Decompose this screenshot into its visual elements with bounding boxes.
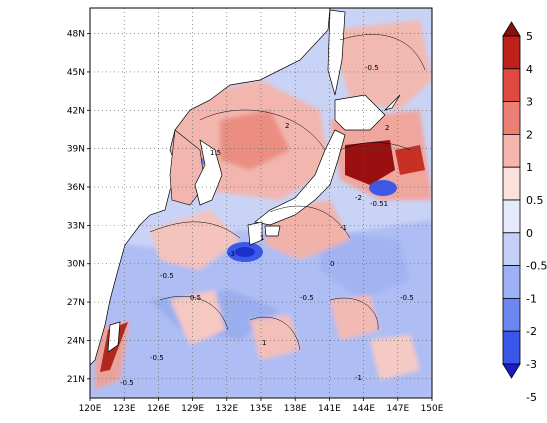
positive-anomaly-patch (250, 315, 300, 360)
contour-line (339, 34, 426, 71)
y-tick-label: 42N (67, 106, 85, 116)
strong-negative-eddy-core (235, 247, 255, 257)
contour-lines (149, 34, 426, 351)
colorbar-box (502, 133, 521, 168)
contour-line (339, 142, 411, 151)
contour-line (249, 316, 301, 351)
positive-anomaly-patch (170, 290, 225, 345)
colorbar-box (502, 101, 521, 135)
colorbar-label: -0.5 (526, 260, 547, 273)
contour-label: -0.5 (300, 294, 314, 302)
x-tick-label: 150E (421, 404, 444, 414)
colorbar-max-triangle (502, 21, 521, 37)
kuril-islands (383, 94, 401, 111)
x-axis: 120E 123E 126E 129E 132E 135E 138E 141E 144E 147E… (79, 398, 444, 414)
colorbar-label: -3 (526, 358, 537, 371)
colorbar-label: -2 (526, 325, 537, 338)
map-plot-area: -3 -2 -0.51 -0.5 0.5 1 2 -1 -0.5 0 -0.5 … (90, 8, 432, 398)
contour-label: 1 (262, 339, 266, 347)
contour-label: -3 (228, 250, 235, 258)
contour-label: 0 (330, 260, 334, 268)
y-tick-label: 21N (67, 375, 85, 385)
x-tick-label: 132E (215, 404, 238, 414)
contour-label: 0.5 (190, 294, 201, 302)
korean-peninsula (194, 139, 223, 206)
strong-negative-eddy (369, 180, 397, 196)
y-tick-label: 33N (67, 221, 85, 231)
colorbar-label: 0.5 (526, 194, 544, 207)
y-tick-label: 39N (67, 145, 85, 155)
contour-line (329, 298, 379, 331)
colorbar-label: 2 (526, 128, 533, 141)
colorbar-box (502, 35, 521, 70)
contour-label: -0.5 (150, 354, 164, 362)
x-tick-label: 147E (386, 404, 409, 414)
colorbar-box (502, 68, 521, 103)
y-axis: 21N 24N 27N 30N 33N 36N 39N 42N 45N 48N (67, 30, 90, 385)
strong-positive-anomaly (345, 140, 395, 185)
gridlines (90, 8, 432, 398)
contour-label: -0.51 (370, 200, 388, 208)
x-tick-label: 141E (318, 404, 341, 414)
y-tick-label: 24N (67, 336, 85, 346)
contour-label: -1 (355, 374, 362, 382)
colorbar-label: 4 (526, 63, 533, 76)
colorbar-box (502, 297, 521, 332)
colorbar-label: -1 (526, 292, 537, 305)
contour-label: -1 (340, 224, 347, 232)
colorbar-box (502, 199, 521, 234)
strong-features (100, 140, 425, 372)
contour-line (159, 296, 229, 331)
contour-label: -0.5 (160, 272, 174, 280)
contour-label: 2 (385, 124, 389, 132)
colorbar-min-triangle (502, 363, 521, 379)
contour-label: 1 (260, 234, 264, 242)
contour-label: 1.5 (210, 149, 221, 157)
colorbar-label: 0 (526, 227, 533, 240)
x-tick-label: 123E (113, 404, 136, 414)
contour-label: -0.5 (400, 294, 414, 302)
y-tick-label: 27N (67, 298, 85, 308)
strong-positive-anomaly (395, 145, 425, 175)
positive-anomaly-patch (330, 295, 380, 340)
x-tick-label: 126E (147, 404, 170, 414)
colorbar-label: 3 (526, 96, 533, 109)
contour-label: -0.5 (120, 379, 134, 387)
x-tick-label: 129E (181, 404, 204, 414)
contour-label: 2 (285, 122, 289, 130)
colorbar-box (502, 265, 521, 299)
kyushu (247, 221, 263, 246)
positive-anomaly-north (330, 20, 432, 110)
contour-label: -0.5 (365, 64, 379, 72)
x-tick-label: 120E (79, 404, 102, 414)
x-tick-label: 135E (250, 404, 273, 414)
hokkaido (334, 94, 386, 131)
colorbar-box (502, 166, 521, 201)
shikoku (264, 225, 281, 237)
taiwan (107, 321, 121, 353)
colorbar: 5 4 3 2 1 0.5 0 -0.5 -1 -2 -3 -5 (502, 21, 547, 404)
positive-anomaly-core (220, 110, 290, 170)
colorbar-label: 5 (526, 30, 533, 43)
x-tick-label: 138E (284, 404, 307, 414)
colorbar-box (502, 330, 521, 365)
contour-label: -2 (355, 194, 362, 202)
sakhalin (327, 9, 346, 96)
y-tick-label: 45N (67, 68, 85, 78)
contour-line (199, 109, 326, 151)
x-tick-label: 144E (352, 404, 375, 414)
contour-line (149, 221, 241, 239)
positive-anomaly-patch (150, 210, 240, 270)
positive-anomaly-patch (370, 335, 420, 380)
negative-anomaly-patch (320, 230, 410, 300)
contour-line (269, 205, 351, 239)
y-tick-label: 36N (67, 183, 85, 193)
colorbar-label: -5 (526, 391, 537, 404)
y-tick-label: 48N (67, 30, 85, 40)
colorbar-label: 1 (526, 161, 533, 174)
colorbar-box (502, 232, 521, 267)
contour-labels: -3 -2 -0.51 -0.5 0.5 1 2 -1 -0.5 0 -0.5 … (120, 64, 414, 387)
y-tick-label: 30N (67, 260, 85, 270)
